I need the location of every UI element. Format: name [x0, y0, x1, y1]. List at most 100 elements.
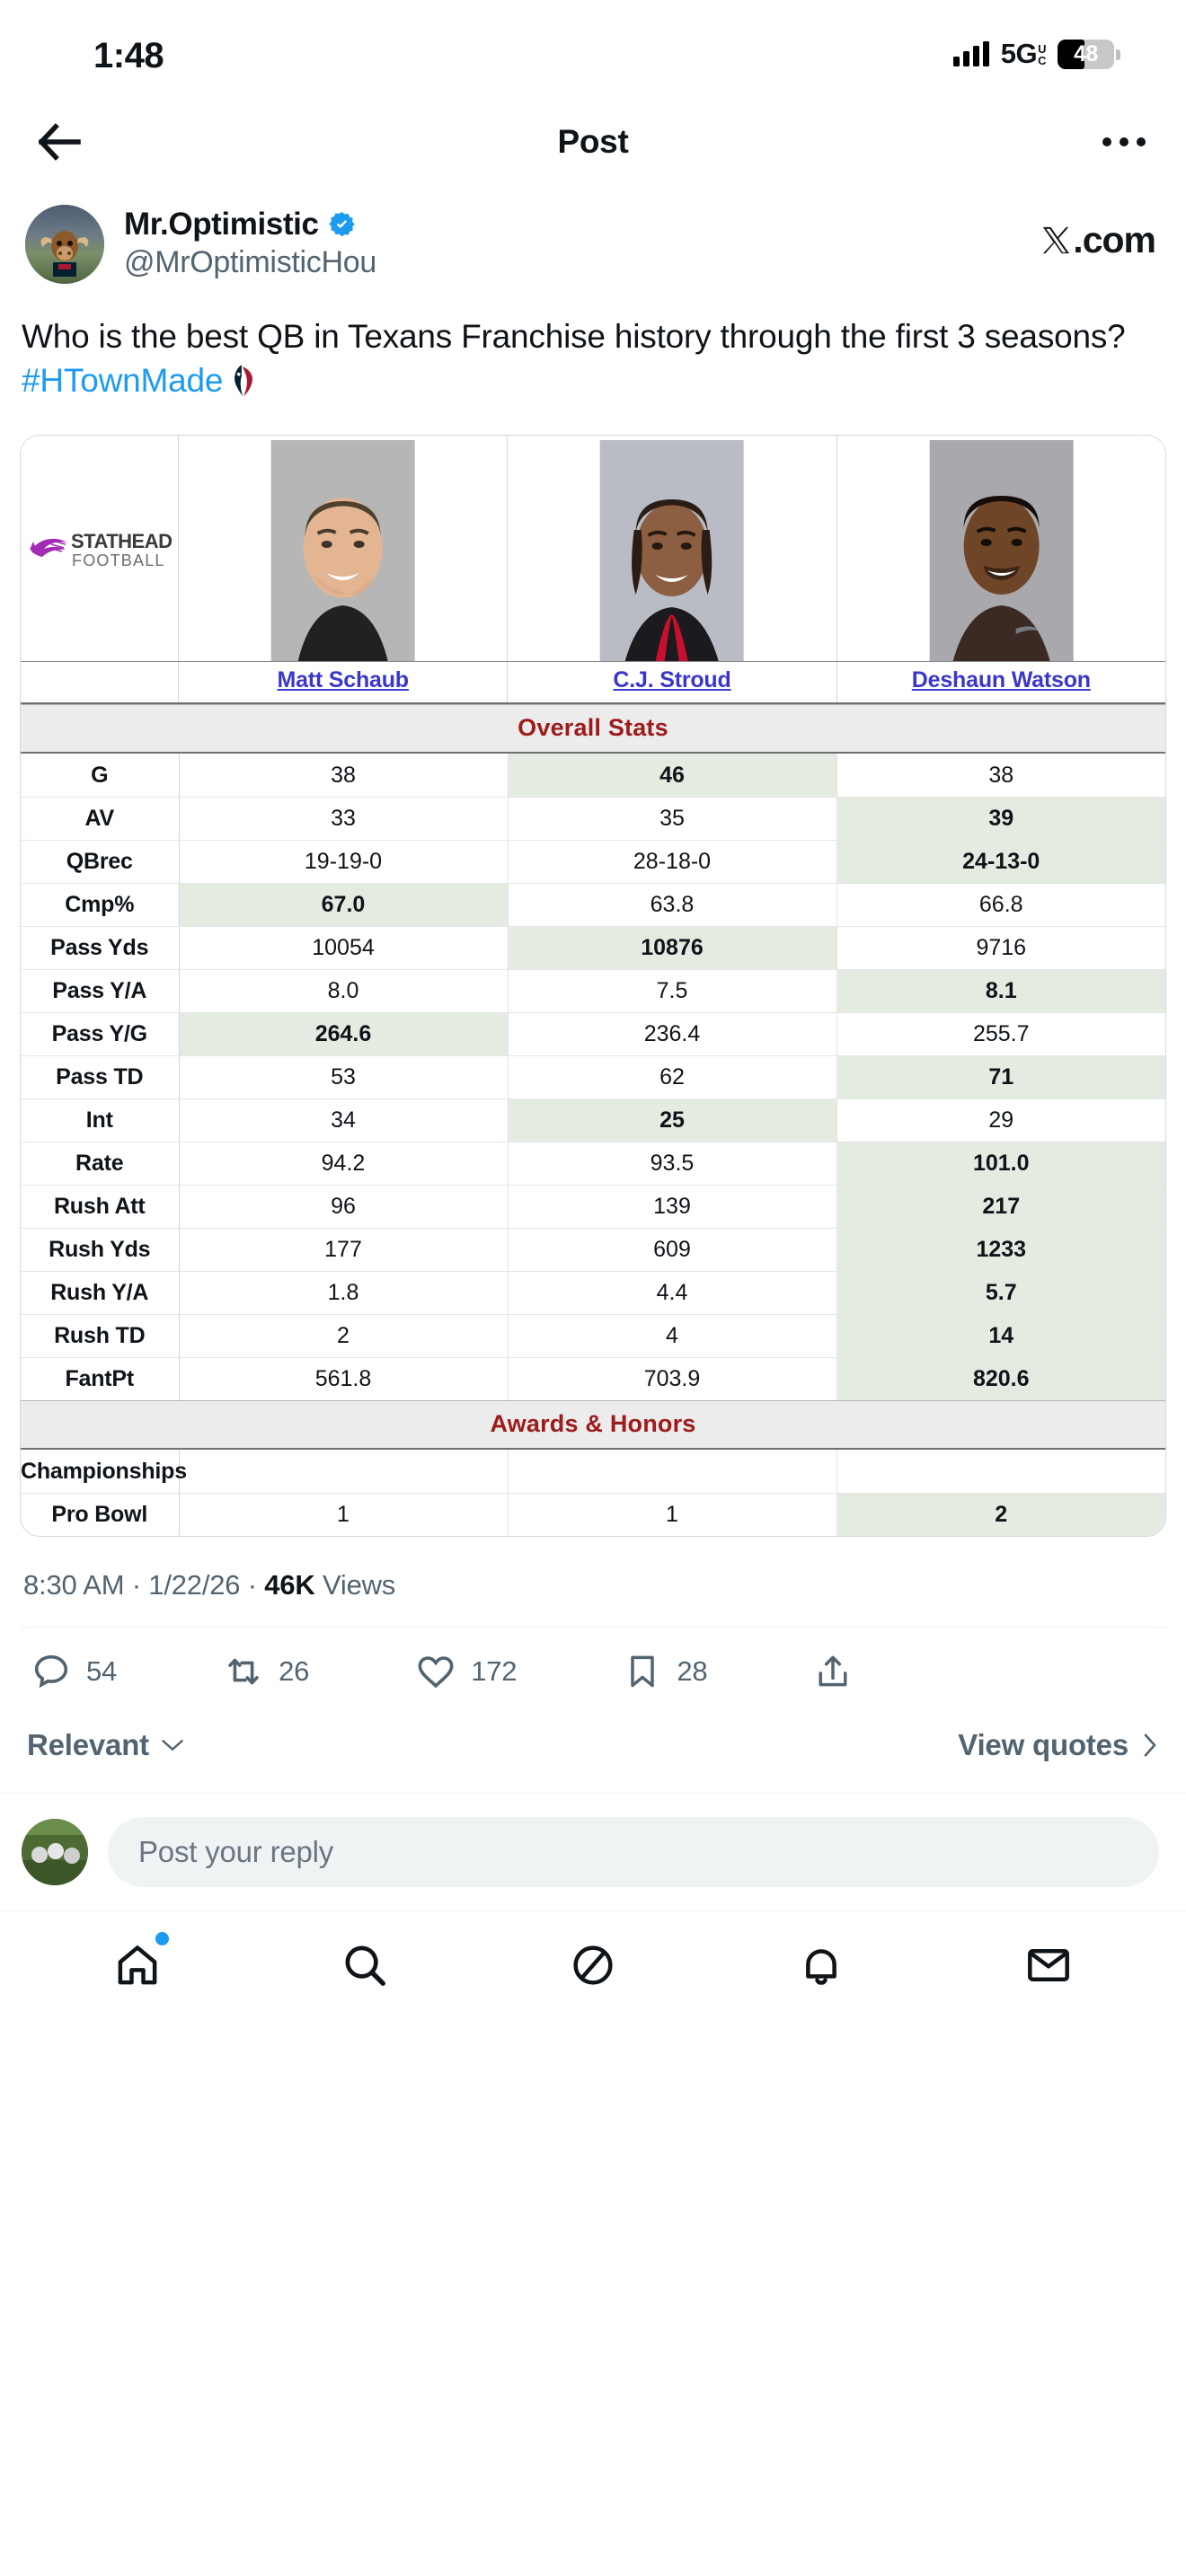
- overall-stats-table: G 38 46 38 AV 33 35 39 QBrec 19-19-0 28-18-0 24-13-…: [21, 754, 1165, 1401]
- stat-label: Pass Yds: [21, 926, 180, 970]
- post-meta: 8:30 AM · 1/22/26 · 46K Views: [0, 1537, 1186, 1601]
- stat-value: 46: [508, 754, 837, 798]
- avatar[interactable]: [25, 205, 104, 284]
- table-row: Pro Bowl 1 1 2: [21, 1493, 1165, 1537]
- player-photo-strip: STATHEAD FOOTBALL: [21, 436, 1165, 663]
- bull-mascot-icon: [40, 230, 89, 277]
- stat-value: 7.5: [508, 969, 837, 1013]
- stathead-comparison-card[interactable]: STATHEAD FOOTBALL: [20, 435, 1166, 1538]
- player-headshot-cell: [837, 436, 1165, 662]
- table-row: AV 33 35 39: [21, 797, 1165, 841]
- share-icon: [819, 1656, 847, 1687]
- stat-value: 66.8: [836, 883, 1165, 927]
- meta-separator: ·: [240, 1569, 265, 1601]
- grok-icon: [573, 1945, 613, 1985]
- search-icon: [345, 1945, 386, 1986]
- x-logo-icon: [1043, 226, 1070, 254]
- more-options-button[interactable]: [1098, 116, 1150, 168]
- view-quotes-button[interactable]: View quotes: [958, 1728, 1159, 1762]
- table-row: FantPt 561.8 703.9 820.6: [21, 1357, 1165, 1401]
- home-unread-badge: [155, 1931, 169, 1945]
- back-arrow-icon: [39, 123, 81, 161]
- awards-honors-table: Championships Pro Bowl 1 1 2: [21, 1450, 1165, 1537]
- current-user-avatar[interactable]: [22, 1819, 88, 1886]
- stat-value: 24-13-0: [836, 840, 1165, 884]
- stat-value: [836, 1450, 1165, 1494]
- stat-value: 820.6: [836, 1357, 1165, 1401]
- bookmark-button[interactable]: 28: [623, 1651, 708, 1692]
- chevron-right-icon: [1144, 1734, 1156, 1757]
- player-link-cj-stroud[interactable]: C.J. Stroud: [613, 667, 731, 693]
- player-name-cell[interactable]: C.J. Stroud: [508, 662, 837, 703]
- stat-value: 217: [836, 1185, 1165, 1229]
- stat-value: 10054: [179, 926, 509, 970]
- tab-grok[interactable]: [554, 1927, 632, 2004]
- battery-percent: 48: [1074, 40, 1098, 66]
- stat-value: 39: [836, 797, 1165, 841]
- table-row: Pass TD 53 62 71: [21, 1055, 1165, 1099]
- stathead-football-logo-icon: STATHEAD FOOTBALL: [29, 530, 172, 569]
- stat-value: 236.4: [508, 1012, 837, 1056]
- tab-messages[interactable]: [1010, 1927, 1087, 2004]
- svg-text:FOOTBALL: FOOTBALL: [72, 551, 165, 569]
- stat-value: 1: [508, 1493, 837, 1537]
- player-name-cell[interactable]: Matt Schaub: [179, 662, 509, 703]
- stat-label: Championships: [21, 1450, 187, 1494]
- stat-value: 62: [508, 1055, 837, 1099]
- tab-notifications[interactable]: [783, 1927, 860, 2004]
- player-name-cell[interactable]: Deshaun Watson: [837, 662, 1165, 702]
- table-row: Rush Yds 177 609 1233: [21, 1228, 1165, 1272]
- reply-composer[interactable]: Post your reply: [0, 1793, 1186, 1910]
- hashtag-link[interactable]: #HTownMade: [22, 362, 224, 400]
- reply-input[interactable]: Post your reply: [108, 1817, 1159, 1888]
- stat-label: AV: [21, 797, 180, 841]
- stat-label: Rush TD: [21, 1314, 180, 1358]
- stat-value: 38: [836, 754, 1165, 798]
- table-row: G 38 46 38: [21, 754, 1165, 798]
- stat-label: Pass Y/A: [21, 969, 180, 1013]
- stat-value: 34: [179, 1098, 509, 1142]
- texans-logo-emoji: [235, 365, 253, 397]
- stat-value: 255.7: [836, 1012, 1165, 1056]
- tab-search[interactable]: [326, 1927, 403, 2004]
- home-icon: [118, 1945, 157, 1985]
- tab-home[interactable]: [99, 1927, 176, 2004]
- chevron-down-icon: [162, 1740, 183, 1751]
- stathead-logo: STATHEAD FOOTBALL: [21, 436, 179, 662]
- player-headshot-cell: [508, 436, 837, 662]
- heart-icon: [418, 1656, 454, 1689]
- share-button[interactable]: [813, 1651, 853, 1692]
- more-options-icon: [1102, 137, 1146, 146]
- x-watermark: .com: [1040, 219, 1156, 261]
- stat-value: 28-18-0: [508, 840, 837, 884]
- player-headshot-cell: [179, 436, 509, 662]
- stat-value: 29: [836, 1098, 1165, 1142]
- sort-filter-label: Relevant: [27, 1728, 149, 1762]
- author-handle: @MrOptimisticHou: [124, 245, 376, 280]
- author-display-name-row[interactable]: Mr.Optimistic: [124, 207, 376, 242]
- stat-value: 703.9: [508, 1357, 837, 1401]
- table-row: Int 34 25 29: [21, 1098, 1165, 1142]
- back-button[interactable]: [32, 114, 88, 170]
- table-row: Championships: [21, 1450, 1165, 1494]
- repost-button[interactable]: 26: [223, 1651, 309, 1692]
- stat-value: 96: [179, 1185, 509, 1229]
- player-link-deshaun-watson[interactable]: Deshaun Watson: [911, 667, 1091, 693]
- reply-button[interactable]: 54: [31, 1651, 117, 1692]
- user-avatar-image: [22, 1819, 88, 1886]
- player-link-matt-schaub[interactable]: Matt Schaub: [277, 667, 409, 693]
- player-headshot-deshaun-watson: [840, 440, 1163, 662]
- navigation-header: Post: [0, 99, 1186, 185]
- stat-value: 8.0: [179, 969, 509, 1013]
- stat-value: 101.0: [836, 1142, 1165, 1186]
- sort-filter-button[interactable]: Relevant: [27, 1728, 185, 1762]
- stat-label: Pass TD: [21, 1055, 180, 1099]
- network-band-top: U: [1038, 41, 1046, 56]
- table-row: Rush TD 2 4 14: [21, 1314, 1165, 1358]
- meta-separator: ·: [124, 1569, 149, 1601]
- like-button[interactable]: 172: [415, 1651, 518, 1692]
- battery-icon: 48: [1058, 39, 1120, 69]
- stat-value: 94.2: [179, 1142, 509, 1186]
- table-row: QBrec 19-19-0 28-18-0 24-13-0: [21, 840, 1165, 884]
- post-text: Who is the best QB in Texans Franchise h…: [0, 284, 1186, 402]
